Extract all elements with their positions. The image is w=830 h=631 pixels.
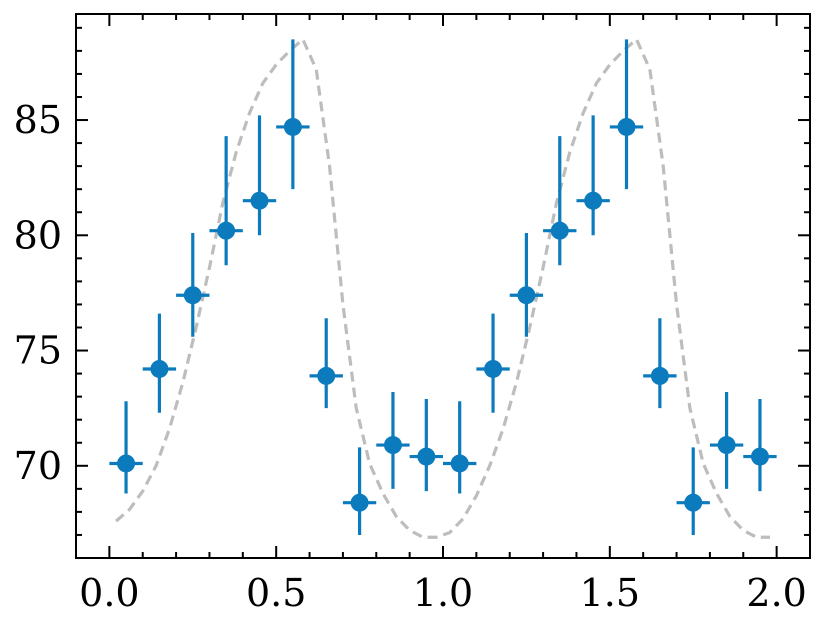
data-point: [383, 436, 402, 455]
data-point: [550, 221, 569, 240]
data-point: [750, 447, 769, 466]
data-point: [217, 221, 236, 240]
y-tick-label: 70: [14, 444, 62, 488]
model-line-layer: [114, 36, 770, 539]
y-tick-label: 80: [14, 213, 62, 257]
x-tick-label: 1.0: [413, 571, 473, 615]
axis-ticks: [75, 14, 811, 559]
data-point: [350, 493, 369, 512]
data-points-layer: [109, 39, 777, 535]
axes-frame: [75, 13, 811, 559]
data-point: [517, 286, 536, 305]
y-tick-label: 85: [14, 98, 62, 142]
plot-area: [109, 36, 777, 539]
data-point: [150, 359, 169, 378]
x-tick-label: 0.0: [79, 571, 139, 615]
data-point: [450, 454, 469, 473]
x-tick-label: 0.5: [246, 571, 306, 615]
data-point: [684, 493, 703, 512]
data-point: [484, 359, 503, 378]
data-point: [650, 366, 669, 385]
data-point: [617, 117, 636, 136]
data-point: [417, 447, 436, 466]
data-point: [117, 454, 136, 473]
data-point: [250, 191, 269, 210]
tick-labels: 0.0 0.5 1.0 1.5 2.0 70 75 80 85: [14, 98, 807, 615]
data-point: [283, 117, 302, 136]
data-point: [717, 436, 736, 455]
data-point: [183, 286, 202, 305]
x-tick-label: 2.0: [746, 571, 806, 615]
x-tick-label: 1.5: [580, 571, 640, 615]
y-tick-label: 75: [14, 329, 62, 373]
data-point: [317, 366, 336, 385]
model-curve-line: [114, 36, 770, 539]
data-point: [584, 191, 603, 210]
